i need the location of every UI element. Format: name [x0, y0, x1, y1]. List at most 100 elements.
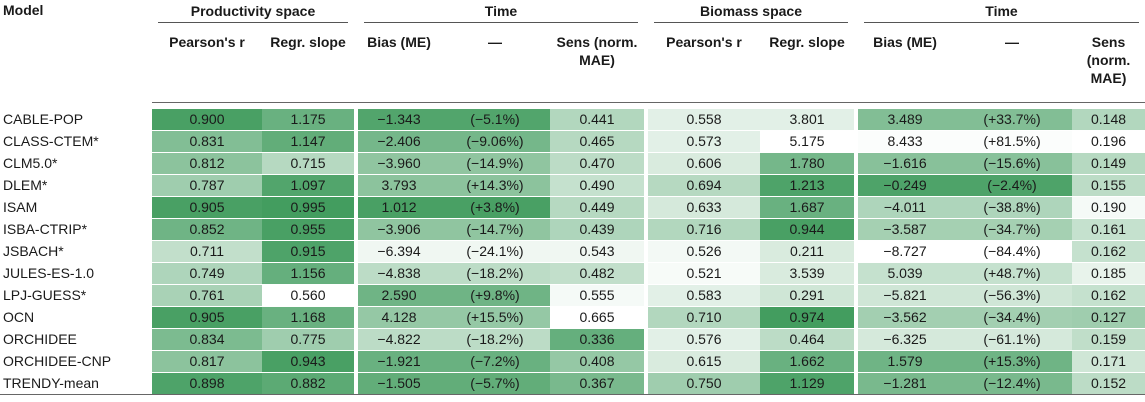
productivity-pearson-r-cell: 0.761: [152, 285, 262, 307]
regr-slope-header: Regr. slope: [262, 23, 354, 103]
model-name: CLASS-CTEM*: [0, 131, 152, 153]
biomass-time-bias-cell: −3.587: [858, 219, 953, 241]
biomass-regr-slope-cell: 0.974: [760, 307, 855, 329]
time-bias-percent-cell: (−14.7%): [440, 219, 550, 241]
productivity-regr-slope-cell: 1.097: [262, 175, 354, 197]
time-bias-cell: 2.590: [358, 285, 440, 307]
biomass-pearson-r-cell: 0.558: [648, 103, 760, 131]
biomass-time-bias-percent-cell: (+15.3%): [952, 351, 1073, 373]
model-name: ISAM: [0, 197, 152, 219]
model-name: LPJ-GUESS*: [0, 285, 152, 307]
productivity-pearson-r-cell: 0.787: [152, 175, 262, 197]
bias-me-header: Bias (ME): [358, 23, 440, 103]
model-name: CABLE-POP: [0, 103, 152, 131]
biomass-time-sens-cell: 0.162: [1072, 241, 1145, 263]
pearson-r-header: Pearson's r: [648, 23, 760, 103]
biomass-time-sens-cell: 0.171: [1072, 351, 1145, 373]
biomass-time-bias-percent-cell: (−38.8%): [952, 197, 1073, 219]
productivity-space-header: Productivity space: [152, 0, 354, 23]
time-sens-cell: 0.665: [550, 307, 644, 329]
table-row: ISAM 0.905 0.995 1.012 (+3.8%) 0.449 0.633 1.68…: [0, 197, 1145, 219]
group-header-row: Model Productivity space Time Biomass sp…: [0, 0, 1145, 23]
productivity-regr-slope-cell: 0.915: [262, 241, 354, 263]
time-bias-percent-cell: (+15.5%): [440, 307, 550, 329]
productivity-regr-slope-cell: 0.995: [262, 197, 354, 219]
time-sens-cell: 0.490: [550, 175, 644, 197]
productivity-pearson-r-cell: 0.905: [152, 197, 262, 219]
time-sens-cell: 0.367: [550, 373, 644, 395]
biomass-pearson-r-cell: 0.633: [648, 197, 760, 219]
time-bias-cell: −2.406: [358, 131, 440, 153]
time-bias-cell: −6.394: [358, 241, 440, 263]
dash-header: —: [952, 23, 1073, 103]
biomass-time-bias-cell: 1.579: [858, 351, 953, 373]
table-row: ORCHIDEE 0.834 0.775 −4.822 (−18.2%) 0.336 0.5…: [0, 329, 1145, 351]
biomass-pearson-r-cell: 0.716: [648, 219, 760, 241]
time-sens-cell: 0.470: [550, 153, 644, 175]
time-bias-percent-cell: (−14.9%): [440, 153, 550, 175]
biomass-time-sens-cell: 0.196: [1072, 131, 1145, 153]
biomass-time-bias-cell: −6.325: [858, 329, 953, 351]
time-sens-cell: 0.555: [550, 285, 644, 307]
time-header-1: Time: [358, 0, 644, 23]
time-bias-percent-cell: (−7.2%): [440, 351, 550, 373]
time-bias-percent-cell: (−5.1%): [440, 103, 550, 131]
time-sens-cell: 0.441: [550, 103, 644, 131]
biomass-time-bias-cell: 3.489: [858, 103, 953, 131]
biomass-time-bias-cell: −4.011: [858, 197, 953, 219]
productivity-pearson-r-cell: 0.834: [152, 329, 262, 351]
productivity-regr-slope-cell: 1.147: [262, 131, 354, 153]
productivity-pearson-r-cell: 0.817: [152, 351, 262, 373]
biomass-pearson-r-cell: 0.526: [648, 241, 760, 263]
productivity-regr-slope-cell: 0.882: [262, 373, 354, 395]
model-name: ORCHIDEE: [0, 329, 152, 351]
biomass-pearson-r-cell: 0.606: [648, 153, 760, 175]
biomass-pearson-r-cell: 0.583: [648, 285, 760, 307]
biomass-regr-slope-cell: 0.291: [760, 285, 855, 307]
table-row: JSBACH* 0.711 0.915 −6.394 (−24.1%) 0.543 0.52…: [0, 241, 1145, 263]
table-row: ORCHIDEE-CNP 0.817 0.943 −1.921 (−7.2%) 0.408…: [0, 351, 1145, 373]
biomass-time-bias-cell: −5.821: [858, 285, 953, 307]
biomass-space-header: Biomass space: [648, 0, 854, 23]
time-sens-cell: 0.336: [550, 329, 644, 351]
time-sens-cell: 0.408: [550, 351, 644, 373]
time-bias-percent-cell: (−24.1%): [440, 241, 550, 263]
biomass-time-sens-cell: 0.159: [1072, 329, 1145, 351]
biomass-time-bias-percent-cell: (−84.4%): [952, 241, 1073, 263]
time-bias-cell: −1.921: [358, 351, 440, 373]
table-row: CLM5.0* 0.812 0.715 −3.960 (−14.9%) 0.470 0.60…: [0, 153, 1145, 175]
sens-header: Sens (norm. MAE): [1072, 23, 1145, 103]
time-bias-cell: −4.822: [358, 329, 440, 351]
productivity-regr-slope-cell: 1.168: [262, 307, 354, 329]
time-bias-cell: −1.505: [358, 373, 440, 395]
time-bias-percent-cell: (−18.2%): [440, 263, 550, 285]
biomass-regr-slope-cell: 3.539: [760, 263, 855, 285]
time-bias-cell: −4.838: [358, 263, 440, 285]
biomass-time-bias-percent-cell: (−61.1%): [952, 329, 1073, 351]
table-row: CLASS-CTEM* 0.831 1.147 −2.406 (−9.06%) 0.465…: [0, 131, 1145, 153]
model-name: JULES-ES-1.0: [0, 263, 152, 285]
biomass-time-sens-cell: 0.152: [1072, 373, 1145, 395]
biomass-time-bias-percent-cell: (+81.5%): [952, 131, 1073, 153]
biomass-time-bias-percent-cell: (−34.4%): [952, 307, 1073, 329]
time-bias-percent-cell: (+3.8%): [440, 197, 550, 219]
model-name: CLM5.0*: [0, 153, 152, 175]
biomass-regr-slope-cell: 0.464: [760, 329, 855, 351]
time-header-2: Time: [858, 0, 1145, 23]
time-bias-cell: 3.793: [358, 175, 440, 197]
table-row: TRENDY-mean 0.898 0.882 −1.505 (−5.7%) 0.367 0…: [0, 373, 1145, 395]
time-sens-cell: 0.465: [550, 131, 644, 153]
productivity-pearson-r-cell: 0.900: [152, 103, 262, 131]
table-row: LPJ-GUESS* 0.761 0.560 2.590 (+9.8%) 0.555 0.5…: [0, 285, 1145, 307]
biomass-regr-slope-cell: 5.175: [760, 131, 855, 153]
productivity-regr-slope-cell: 0.775: [262, 329, 354, 351]
productivity-pearson-r-cell: 0.812: [152, 153, 262, 175]
biomass-time-sens-cell: 0.185: [1072, 263, 1145, 285]
productivity-pearson-r-cell: 0.831: [152, 131, 262, 153]
biomass-regr-slope-cell: 1.662: [760, 351, 855, 373]
time-bias-percent-cell: (+14.3%): [440, 175, 550, 197]
biomass-pearson-r-cell: 0.694: [648, 175, 760, 197]
time-sens-cell: 0.439: [550, 219, 644, 241]
productivity-regr-slope-cell: 1.175: [262, 103, 354, 131]
productivity-pearson-r-cell: 0.898: [152, 373, 262, 395]
